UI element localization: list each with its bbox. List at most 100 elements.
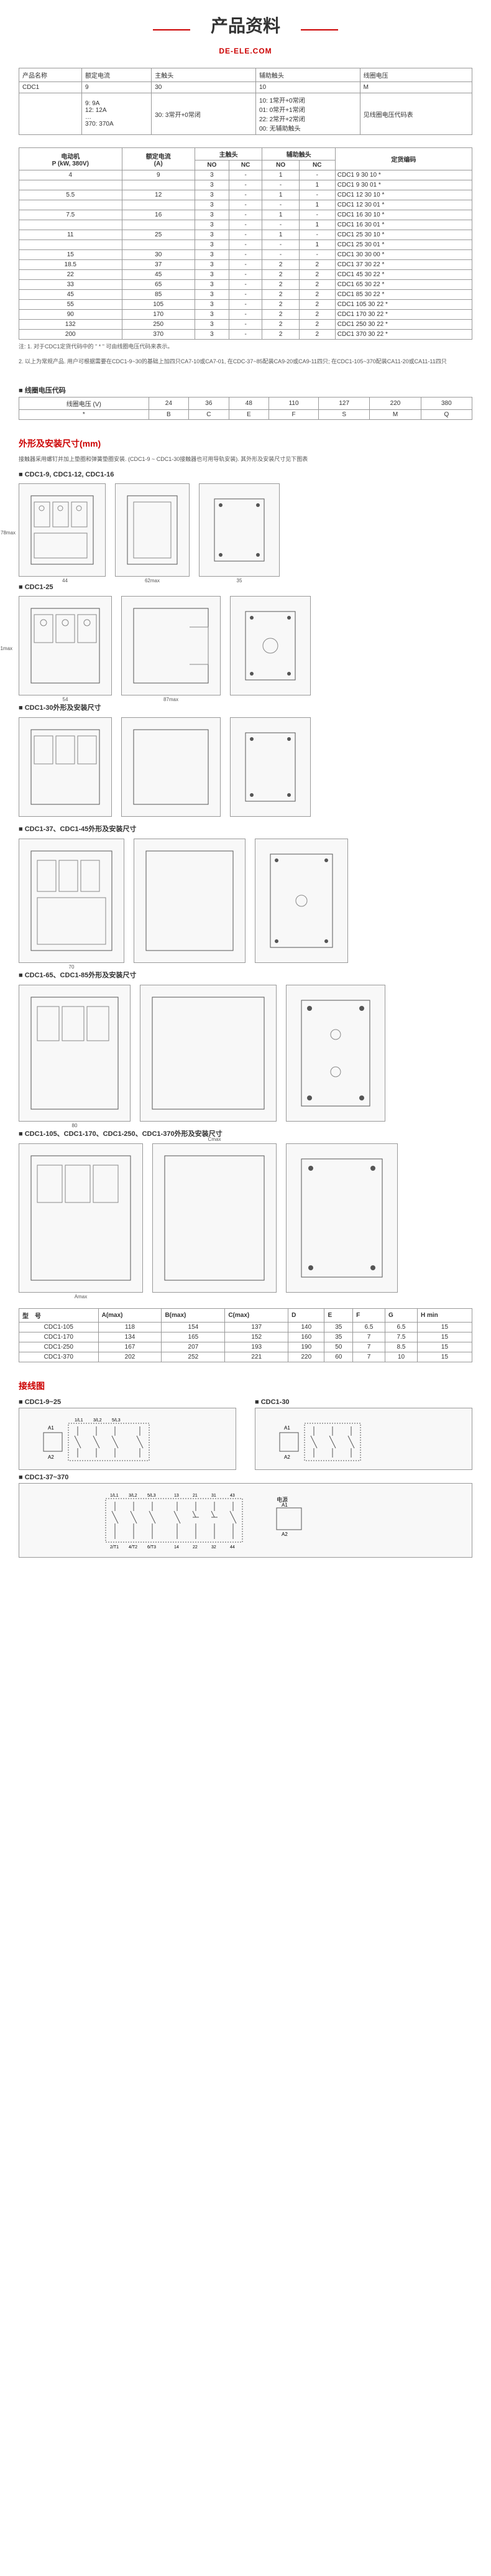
table-cell: 165 — [162, 1332, 225, 1342]
table-cell: 3 — [195, 170, 229, 180]
table-cell: 193 — [225, 1342, 288, 1352]
table-cell: B — [149, 410, 188, 420]
wiring-title: 接线图 — [19, 1375, 472, 1395]
table-cell: 1 — [299, 200, 335, 210]
table-cell: 2 — [262, 300, 299, 310]
svg-text:6/T3: 6/T3 — [147, 1545, 156, 1550]
svg-text:A1: A1 — [282, 1502, 288, 1508]
table-cell: 37 — [122, 260, 195, 270]
table-header: C(max) — [225, 1308, 288, 1322]
table-header: B(max) — [162, 1308, 225, 1322]
t2h: NC — [229, 160, 262, 170]
table-cell: 2 — [299, 330, 335, 340]
table-cell: 154 — [162, 1322, 225, 1332]
d2-row: 54 81max 87max — [19, 593, 472, 699]
table-cell: 22 — [19, 270, 122, 280]
table-cell: 3 — [195, 180, 229, 190]
line-right — [301, 29, 338, 30]
table-cell: 15 — [417, 1342, 472, 1352]
table-cell: 1 — [262, 210, 299, 220]
table3-section: 线圈电压代码 线圈电压 (V)243648110127220380 *BCEFS… — [0, 375, 491, 426]
table-cell — [19, 200, 122, 210]
d1-side: 62max — [115, 483, 190, 577]
table-cell: 140 — [288, 1322, 324, 1332]
d5-front: 80 — [19, 985, 131, 1122]
table-cell: 221 — [225, 1352, 288, 1362]
table-cell: E — [229, 410, 268, 420]
svg-text:5/L3: 5/L3 — [147, 1494, 156, 1498]
table-cell: 85 — [122, 290, 195, 300]
table-cell: 33 — [19, 280, 122, 290]
table-cell: 3 — [195, 320, 229, 330]
table-cell: 132 — [19, 320, 122, 330]
svg-text:1/L1: 1/L1 — [110, 1494, 119, 1498]
d3-mount — [230, 717, 311, 817]
wiring-section: 接线图 CDC1-9~25 A1A2 1/L13/L25/L3 CDC1-30 … — [0, 1369, 491, 1564]
t1-c: CDC1 — [19, 82, 82, 93]
table-cell: 2 — [299, 310, 335, 320]
d5-title: CDC1-65、CDC1-85外形及安装尺寸 — [19, 966, 472, 982]
table-cell: 16 — [122, 210, 195, 220]
table-cell: 9 — [122, 170, 195, 180]
table-cell: CDC1 9 30 01 * — [335, 180, 472, 190]
svg-text:44: 44 — [230, 1545, 235, 1550]
table-cell: CDC1 105 30 22 * — [335, 300, 472, 310]
page-title: 产品资料 — [198, 12, 293, 37]
table-cell: - — [229, 280, 262, 290]
table-cell: - — [229, 310, 262, 320]
table-cell: CDC1 25 30 10 * — [335, 230, 472, 240]
table-header: D — [288, 1308, 324, 1322]
line-left — [153, 29, 190, 30]
table-cell: 380 — [421, 398, 472, 410]
svg-text:2/T1: 2/T1 — [110, 1545, 119, 1550]
t1-c — [19, 93, 82, 135]
dimensions-section: 外形及安装尺寸(mm) 接触器采用螺钉并加上垫圈和弹簧垫圈安装. (CDC1-9… — [0, 426, 491, 1302]
d4-side — [134, 839, 246, 963]
t2h: NO — [195, 160, 229, 170]
table-cell: 线圈电压 (V) — [19, 398, 149, 410]
table-cell: CDC1 37 30 22 * — [335, 260, 472, 270]
svg-text:A1: A1 — [284, 1425, 290, 1431]
table-cell: 7 — [353, 1342, 385, 1352]
table-cell: - — [229, 270, 262, 280]
table-cell: 7 — [353, 1352, 385, 1362]
table-cell: 105 — [122, 300, 195, 310]
table-cell: - — [299, 230, 335, 240]
svg-text:1/L1: 1/L1 — [75, 1418, 83, 1423]
table-cell: CDC1 65 30 22 * — [335, 280, 472, 290]
table-cell: 24 — [149, 398, 188, 410]
table-cell: 11 — [19, 230, 122, 240]
table-cell: 45 — [122, 270, 195, 280]
table-cell: - — [262, 200, 299, 210]
table-cell: 3 — [195, 330, 229, 340]
table-cell: 2 — [299, 280, 335, 290]
d4-title: CDC1-37、CDC1-45外形及安装尺寸 — [19, 820, 472, 835]
table-cell: 2 — [262, 320, 299, 330]
table-cell: 190 — [288, 1342, 324, 1352]
table-cell: 7 — [353, 1332, 385, 1342]
table-cell: 3 — [195, 280, 229, 290]
table-cell: 2 — [262, 330, 299, 340]
t1-c: 9 — [82, 82, 152, 93]
d4-mount — [255, 839, 348, 963]
table1-section: 产品名称 额定电流 主触头 辅助触头 线圈电压 CDC1 9 30 10 M 9… — [0, 62, 491, 141]
d1-title: CDC1-9, CDC1-12, CDC1-16 — [19, 467, 472, 480]
table-cell: 1 — [299, 220, 335, 230]
t1-c: 10 — [255, 82, 360, 93]
table-cell: - — [229, 230, 262, 240]
table-cell: Q — [421, 410, 472, 420]
t1-c: 9: 9A 12: 12A … 370: 370A — [82, 93, 152, 135]
table2-section: 电动机P (kW, 380V) 额定电流(A) 主触头 辅助触头 定货编码 NO… — [0, 141, 491, 375]
table-cell: 48 — [229, 398, 268, 410]
table-cell: 110 — [269, 398, 319, 410]
d1-front: 44 78max — [19, 483, 106, 577]
d2-mount — [230, 596, 311, 695]
svg-text:A1: A1 — [48, 1425, 54, 1431]
t1-c: 30 — [152, 82, 256, 93]
table-cell: - — [262, 220, 299, 230]
table-cell: 127 — [319, 398, 370, 410]
table-cell: CDC1 16 30 10 * — [335, 210, 472, 220]
t2h: 定货编码 — [335, 148, 472, 170]
table-cell: - — [299, 170, 335, 180]
table-cell: * — [19, 410, 149, 420]
